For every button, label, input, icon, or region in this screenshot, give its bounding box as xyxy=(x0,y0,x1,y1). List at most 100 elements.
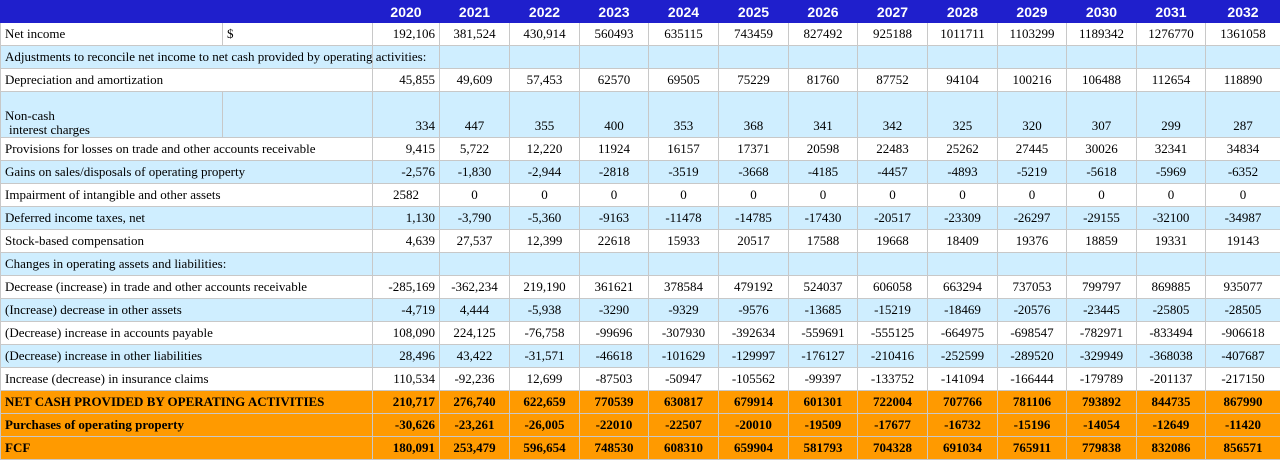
row-label-cell[interactable]: Impairment of intangible and other asset… xyxy=(1,184,373,207)
empty-cell[interactable] xyxy=(1206,46,1280,69)
value-cell[interactable]: -17430 xyxy=(789,207,858,230)
value-cell[interactable]: 368 xyxy=(719,92,789,138)
value-cell[interactable]: -23,261 xyxy=(440,414,510,437)
empty-cell[interactable] xyxy=(510,46,580,69)
value-cell[interactable]: 219,190 xyxy=(510,276,580,299)
value-cell[interactable]: 608310 xyxy=(649,437,719,460)
value-cell[interactable]: -26,005 xyxy=(510,414,580,437)
empty-cell[interactable] xyxy=(1137,253,1206,276)
row-label-cell[interactable]: (Increase) decrease in other assets xyxy=(1,299,373,322)
empty-cell[interactable] xyxy=(719,46,789,69)
value-cell[interactable]: 19376 xyxy=(998,230,1067,253)
value-cell[interactable]: 606058 xyxy=(858,276,928,299)
value-cell[interactable]: 1361058 xyxy=(1206,23,1280,46)
value-cell[interactable]: -14785 xyxy=(719,207,789,230)
value-cell[interactable]: 0 xyxy=(789,184,858,207)
value-cell[interactable]: -22010 xyxy=(580,414,649,437)
value-cell[interactable]: 935077 xyxy=(1206,276,1280,299)
value-cell[interactable]: 1011711 xyxy=(928,23,998,46)
value-cell[interactable]: -2,944 xyxy=(510,161,580,184)
value-cell[interactable]: 287 xyxy=(1206,92,1280,138)
empty-cell[interactable] xyxy=(858,46,928,69)
value-cell[interactable]: 925188 xyxy=(858,23,928,46)
value-cell[interactable]: -105562 xyxy=(719,368,789,391)
value-cell[interactable]: 81760 xyxy=(789,69,858,92)
value-cell[interactable]: -217150 xyxy=(1206,368,1280,391)
value-cell[interactable]: -13685 xyxy=(789,299,858,322)
value-cell[interactable]: 34834 xyxy=(1206,138,1280,161)
value-cell[interactable]: 0 xyxy=(1206,184,1280,207)
row-label-cell[interactable]: Net income xyxy=(1,23,223,46)
year-header[interactable]: 2022 xyxy=(510,1,580,23)
value-cell[interactable]: -4893 xyxy=(928,161,998,184)
value-cell[interactable]: 16157 xyxy=(649,138,719,161)
value-cell[interactable]: -4185 xyxy=(789,161,858,184)
value-cell[interactable]: 253,479 xyxy=(440,437,510,460)
value-cell[interactable]: -3290 xyxy=(580,299,649,322)
empty-cell[interactable] xyxy=(858,253,928,276)
value-cell[interactable]: 0 xyxy=(998,184,1067,207)
value-cell[interactable]: 869885 xyxy=(1137,276,1206,299)
value-cell[interactable]: 737053 xyxy=(998,276,1067,299)
value-cell[interactable]: -559691 xyxy=(789,322,858,345)
value-cell[interactable]: 596,654 xyxy=(510,437,580,460)
value-cell[interactable]: 447 xyxy=(440,92,510,138)
year-header[interactable]: 2030 xyxy=(1067,1,1137,23)
value-cell[interactable]: 20598 xyxy=(789,138,858,161)
value-cell[interactable]: 1189342 xyxy=(1067,23,1137,46)
empty-cell[interactable] xyxy=(1137,46,1206,69)
value-cell[interactable]: 57,453 xyxy=(510,69,580,92)
value-cell[interactable]: 307 xyxy=(1067,92,1137,138)
value-cell[interactable]: 334 xyxy=(373,92,440,138)
value-cell[interactable]: 15933 xyxy=(649,230,719,253)
value-cell[interactable]: 799797 xyxy=(1067,276,1137,299)
value-cell[interactable]: 11924 xyxy=(580,138,649,161)
empty-cell[interactable] xyxy=(1067,46,1137,69)
value-cell[interactable]: 691034 xyxy=(928,437,998,460)
row-label-cell[interactable]: NET CASH PROVIDED BY OPERATING ACTIVITIE… xyxy=(1,391,373,414)
value-cell[interactable]: 341 xyxy=(789,92,858,138)
value-cell[interactable]: -141094 xyxy=(928,368,998,391)
value-cell[interactable]: 4,444 xyxy=(440,299,510,322)
value-cell[interactable]: 27,537 xyxy=(440,230,510,253)
year-header[interactable]: 2024 xyxy=(649,1,719,23)
value-cell[interactable]: 0 xyxy=(649,184,719,207)
value-cell[interactable]: 43,422 xyxy=(440,345,510,368)
value-cell[interactable]: -12649 xyxy=(1137,414,1206,437)
year-header[interactable]: 2031 xyxy=(1137,1,1206,23)
value-cell[interactable]: 325 xyxy=(928,92,998,138)
value-cell[interactable]: 75229 xyxy=(719,69,789,92)
row-label-cell[interactable]: Stock-based compensation xyxy=(1,230,373,253)
value-cell[interactable]: -99696 xyxy=(580,322,649,345)
value-cell[interactable]: 30026 xyxy=(1067,138,1137,161)
value-cell[interactable]: 28,496 xyxy=(373,345,440,368)
value-cell[interactable]: 22483 xyxy=(858,138,928,161)
value-cell[interactable]: 781106 xyxy=(998,391,1067,414)
value-cell[interactable]: 581793 xyxy=(789,437,858,460)
value-cell[interactable]: 180,091 xyxy=(373,437,440,460)
year-header[interactable]: 2020 xyxy=(373,1,440,23)
value-cell[interactable]: -285,169 xyxy=(373,276,440,299)
value-cell[interactable]: -99397 xyxy=(789,368,858,391)
value-cell[interactable]: -26297 xyxy=(998,207,1067,230)
value-cell[interactable]: -5,360 xyxy=(510,207,580,230)
value-cell[interactable]: -20576 xyxy=(998,299,1067,322)
value-cell[interactable]: 299 xyxy=(1137,92,1206,138)
value-cell[interactable]: 106488 xyxy=(1067,69,1137,92)
value-cell[interactable]: 832086 xyxy=(1137,437,1206,460)
empty-cell[interactable] xyxy=(1206,253,1280,276)
value-cell[interactable]: 110,534 xyxy=(373,368,440,391)
value-cell[interactable]: 342 xyxy=(858,92,928,138)
value-cell[interactable]: -28505 xyxy=(1206,299,1280,322)
value-cell[interactable]: 0 xyxy=(719,184,789,207)
value-cell[interactable]: 679914 xyxy=(719,391,789,414)
year-header[interactable]: 2032 xyxy=(1206,1,1280,23)
value-cell[interactable]: 867990 xyxy=(1206,391,1280,414)
value-cell[interactable]: -5969 xyxy=(1137,161,1206,184)
value-cell[interactable]: -1,830 xyxy=(440,161,510,184)
value-cell[interactable]: 630817 xyxy=(649,391,719,414)
value-cell[interactable]: -133752 xyxy=(858,368,928,391)
row-label-cell[interactable]: Deferred income taxes, net xyxy=(1,207,373,230)
value-cell[interactable]: 524037 xyxy=(789,276,858,299)
